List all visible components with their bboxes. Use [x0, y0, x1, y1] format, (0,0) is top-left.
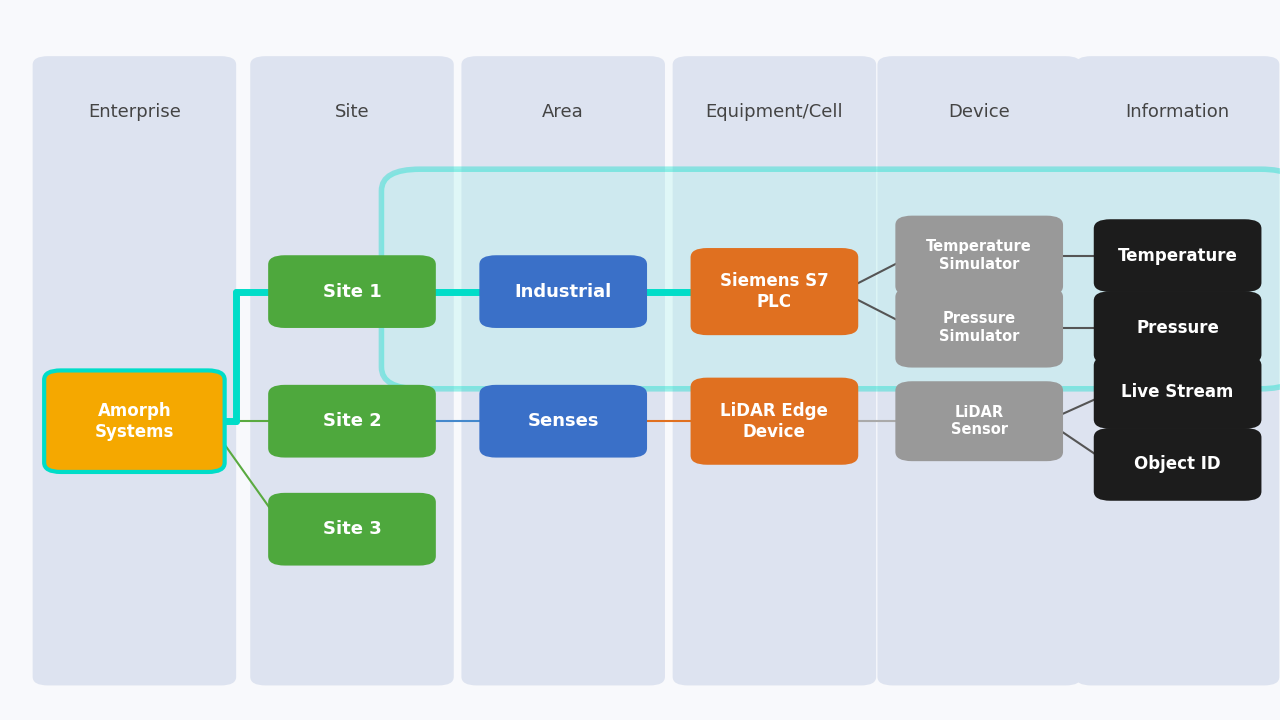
Text: LiDAR Edge
Device: LiDAR Edge Device [721, 402, 828, 441]
FancyBboxPatch shape [269, 492, 435, 566]
FancyBboxPatch shape [1076, 56, 1280, 685]
FancyBboxPatch shape [381, 169, 1280, 389]
Text: Site 1: Site 1 [323, 282, 381, 301]
Text: Senses: Senses [527, 412, 599, 430]
FancyBboxPatch shape [480, 256, 648, 328]
FancyBboxPatch shape [462, 56, 666, 685]
Text: Enterprise: Enterprise [88, 102, 180, 120]
Text: Pressure
Simulator: Pressure Simulator [940, 311, 1019, 343]
FancyBboxPatch shape [1093, 291, 1262, 364]
FancyBboxPatch shape [896, 287, 1062, 367]
Text: Information: Information [1125, 102, 1230, 120]
FancyBboxPatch shape [896, 216, 1062, 295]
Text: Site 3: Site 3 [323, 520, 381, 539]
Text: Area: Area [543, 102, 584, 120]
Text: LiDAR
Sensor: LiDAR Sensor [951, 405, 1007, 437]
Text: Amorph
Systems: Amorph Systems [95, 402, 174, 441]
Text: Site: Site [334, 102, 370, 120]
Text: Site 2: Site 2 [323, 412, 381, 430]
FancyBboxPatch shape [269, 256, 435, 328]
Text: Siemens S7
PLC: Siemens S7 PLC [721, 272, 828, 311]
Text: Pressure: Pressure [1137, 318, 1219, 336]
FancyBboxPatch shape [691, 377, 859, 465]
Text: Live Stream: Live Stream [1121, 383, 1234, 401]
FancyBboxPatch shape [44, 370, 225, 472]
Text: Device: Device [948, 102, 1010, 120]
FancyBboxPatch shape [691, 248, 859, 336]
Text: Object ID: Object ID [1134, 455, 1221, 474]
FancyBboxPatch shape [673, 56, 876, 685]
FancyBboxPatch shape [269, 384, 435, 458]
FancyBboxPatch shape [1093, 356, 1262, 428]
FancyBboxPatch shape [480, 384, 648, 458]
Text: Temperature: Temperature [1117, 246, 1238, 264]
Text: Temperature
Simulator: Temperature Simulator [927, 239, 1032, 271]
FancyBboxPatch shape [32, 56, 236, 685]
FancyBboxPatch shape [878, 56, 1080, 685]
Text: Industrial: Industrial [515, 282, 612, 301]
FancyBboxPatch shape [251, 56, 454, 685]
FancyBboxPatch shape [1093, 219, 1262, 292]
FancyBboxPatch shape [1093, 428, 1262, 501]
FancyBboxPatch shape [896, 382, 1062, 462]
Text: Equipment/Cell: Equipment/Cell [705, 102, 844, 120]
